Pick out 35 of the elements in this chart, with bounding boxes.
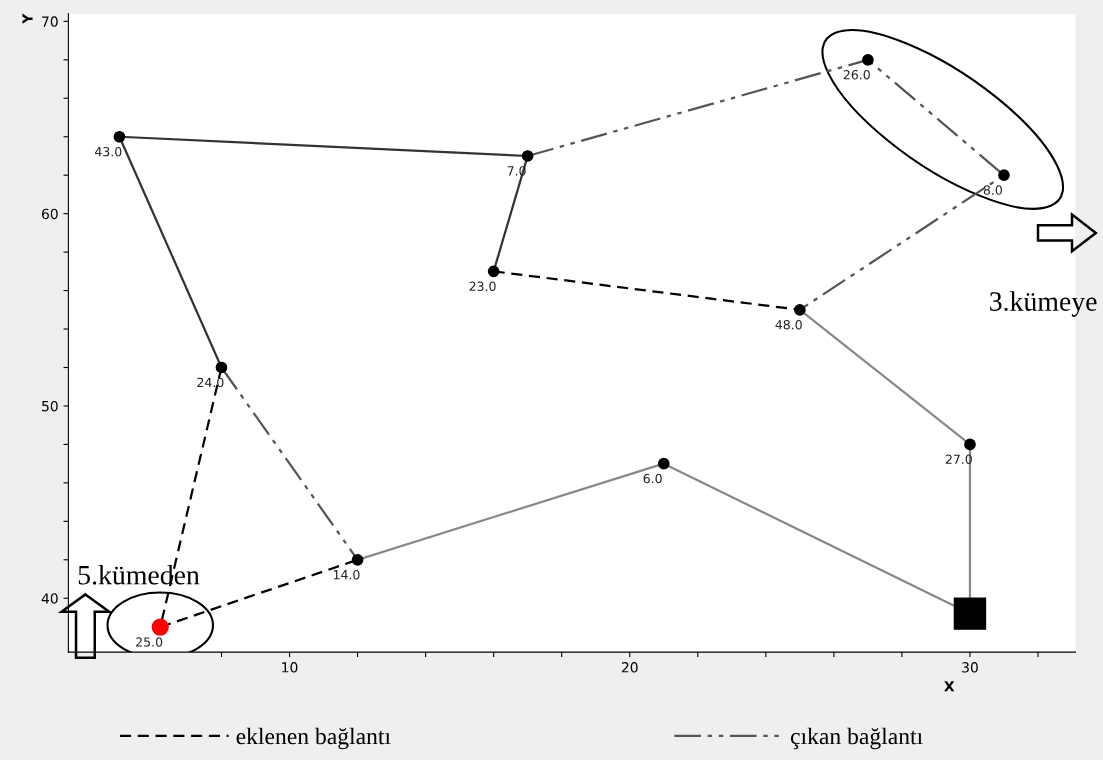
annotation: 14.0 xyxy=(333,569,360,580)
annotation: 24.0 xyxy=(197,377,224,388)
x-axis-title: X xyxy=(944,681,955,692)
point xyxy=(794,303,806,316)
annotation: 43.0 xyxy=(95,146,122,157)
point xyxy=(113,130,126,143)
legend-label: çıkan bağlantı xyxy=(790,727,923,750)
annotation: 6.0 xyxy=(643,473,662,484)
annotation: 23.0 xyxy=(469,281,496,291)
annotation: 5.kümeden xyxy=(78,565,200,585)
y-tick-label: 50 xyxy=(42,400,58,412)
annotation: 25.0 xyxy=(136,637,163,647)
point xyxy=(998,169,1010,182)
y-axis-title: Y xyxy=(22,13,33,24)
x-tick-label: 20 xyxy=(621,662,638,673)
y-tick-label: 70 xyxy=(42,16,58,27)
annotation: 27.0 xyxy=(945,454,972,465)
x-tick-label: 30 xyxy=(962,662,978,673)
annotation: 3.kümeye xyxy=(990,291,1097,317)
point xyxy=(862,53,874,66)
y-tick-label: 60 xyxy=(41,208,58,220)
point xyxy=(351,553,364,566)
annotation: 26.0 xyxy=(843,70,870,80)
legend-label: eklenen bağlantı xyxy=(236,727,391,750)
y-tick-label: 40 xyxy=(41,593,58,604)
point xyxy=(215,361,228,374)
x-tick-label: 10 xyxy=(282,662,298,673)
point xyxy=(657,457,670,470)
annotation: 8.0 xyxy=(983,185,1002,195)
annotation: 48.0 xyxy=(775,319,802,330)
point xyxy=(964,438,976,451)
point xyxy=(521,150,534,162)
point xyxy=(953,597,987,630)
point xyxy=(487,265,500,278)
point xyxy=(151,618,169,636)
